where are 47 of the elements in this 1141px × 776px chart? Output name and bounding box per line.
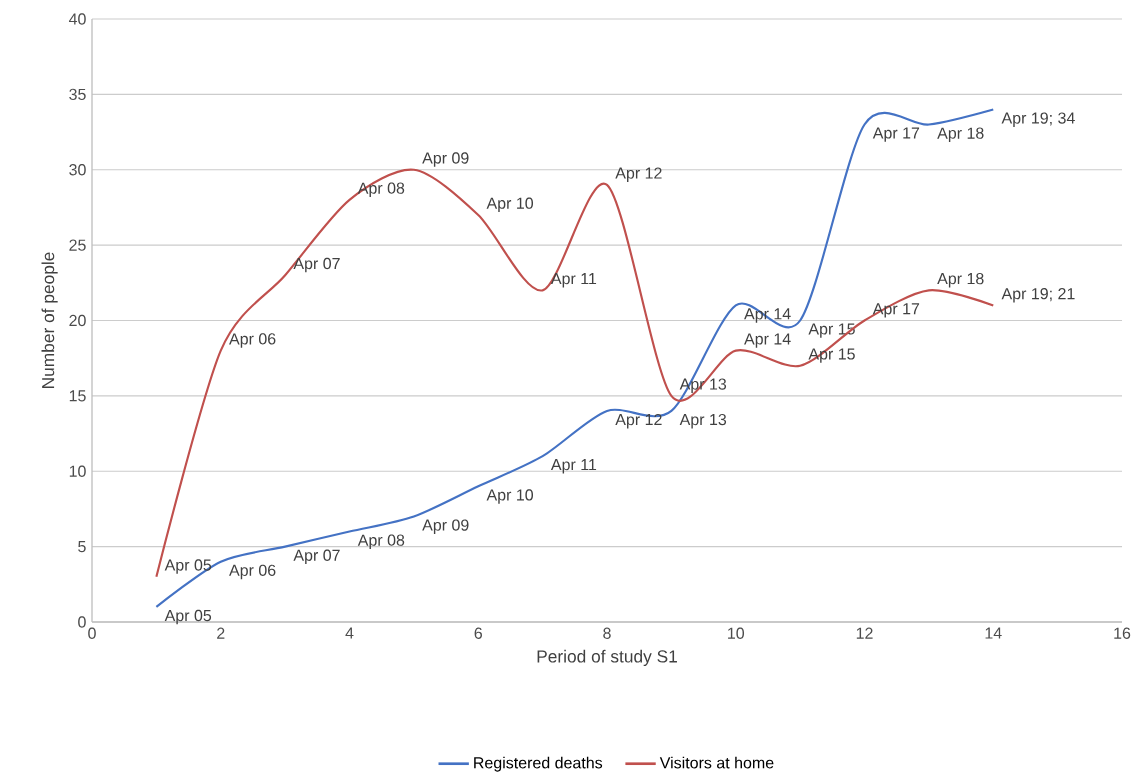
y-tick-label: 5 [78, 541, 86, 553]
legend-label: Registered deaths [474, 756, 603, 772]
x-tick-label: 2 [217, 627, 225, 639]
x-tick-label: 0 [88, 627, 96, 639]
y-axis-title: Number of people [41, 252, 58, 388]
y-tick-label: 10 [69, 465, 86, 477]
data-label: Apr 08 [357, 534, 405, 549]
data-label: Apr 18 [937, 272, 984, 288]
data-label: Apr 11 [550, 459, 597, 474]
data-label: Apr 09 [422, 519, 469, 534]
data-label: Apr 19; 21 [1001, 287, 1075, 303]
y-tick-label: 35 [69, 88, 86, 101]
y-tick-label: 30 [69, 164, 86, 176]
data-label: Apr 10 [486, 197, 534, 213]
legend-label: Visitors at home [659, 756, 774, 769]
data-label: Apr 07 [293, 549, 340, 565]
data-label: Apr 12 [615, 413, 662, 429]
x-tick-label: 16 [1114, 627, 1131, 639]
x-tick-label: 6 [474, 627, 482, 639]
line-series [155, 168, 995, 578]
data-label: Apr 14 [744, 333, 791, 348]
line-series [155, 108, 995, 608]
data-label: Apr 06 [229, 564, 276, 580]
data-label: Apr 13 [679, 413, 727, 429]
data-label: Apr 12 [615, 167, 662, 182]
x-tick-label: 14 [985, 627, 1002, 639]
y-tick-label: 15 [69, 390, 86, 402]
data-label: Apr 11 [550, 273, 597, 288]
data-label: Apr 19; 34 [1001, 112, 1075, 127]
y-tick-label: 0 [78, 616, 86, 628]
data-label: Apr 14 [744, 308, 791, 323]
data-label: Apr 07 [293, 257, 340, 273]
data-label: Apr 10 [486, 489, 534, 504]
data-label: Apr 18 [937, 127, 984, 142]
data-label: Apr 17 [872, 127, 920, 142]
x-tick-label: 10 [728, 627, 745, 639]
data-label: Apr 05 [164, 609, 212, 625]
data-label: Apr 09 [422, 152, 469, 167]
y-tick-label: 40 [68, 13, 86, 25]
x-tick-label: 8 [603, 627, 611, 639]
y-tick-label: 20 [69, 314, 86, 327]
x-tick-label: 4 [345, 627, 354, 639]
x-axis-title: Period of study S1 [537, 649, 677, 666]
data-label: Apr 06 [229, 333, 276, 348]
data-label: Apr 05 [164, 559, 212, 574]
x-tick-label: 12 [856, 627, 873, 639]
y-tick-label: 25 [69, 239, 86, 251]
